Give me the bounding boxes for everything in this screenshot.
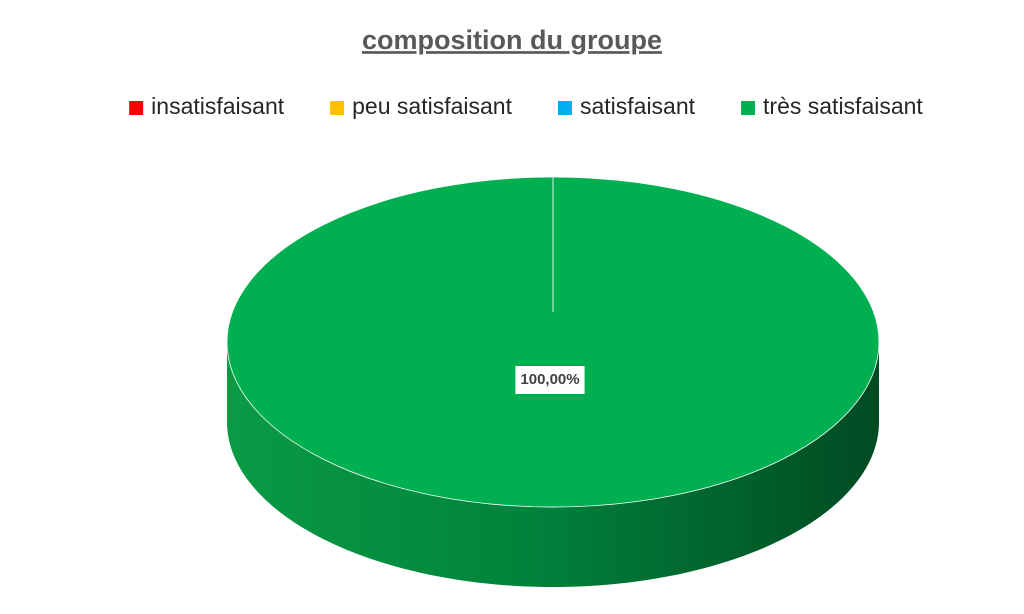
pie-side [227,342,879,587]
data-label-bg [515,366,585,394]
pie-slice [226,176,880,508]
legend-swatch [741,101,756,115]
data-label: 100,00% [520,371,579,388]
legend-swatch [557,101,572,115]
chart-title: composition du groupe [362,25,662,55]
legend-label: insatisfaisant [151,93,285,119]
legend-label: satisfaisant [580,93,696,119]
legend: insatisfaisant peu satisfaisant satisfaisa… [129,93,923,119]
legend-label: peu satisfaisant [352,93,512,119]
legend-label: très satisfaisant [763,93,923,119]
legend-swatch [330,101,345,115]
legend-swatch [129,101,144,115]
